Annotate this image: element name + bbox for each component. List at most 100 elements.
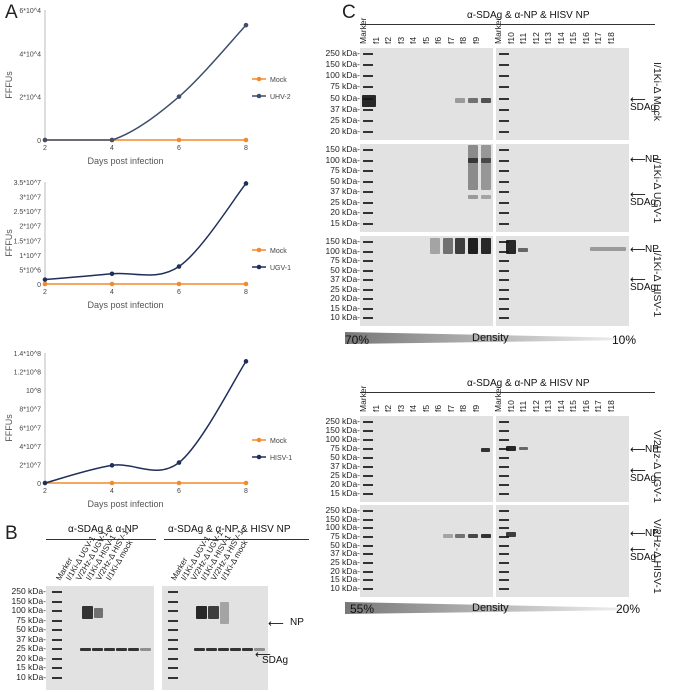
marker-band [499,53,509,55]
np-band [481,238,491,254]
legend-label: Mock [270,438,287,445]
sdag-arrow: ⟵ [630,544,646,556]
kda-label: 20 kDa- [330,126,360,136]
marker-band [499,108,509,111]
kda-label: 75 kDa- [330,165,360,176]
panel-c-header-bottom: α-SDAg & α-NP & HISV NP [467,378,590,389]
lane-label: f15 [568,400,578,412]
sdag-band [242,648,253,651]
marker-band [363,562,373,564]
np-band [94,608,103,618]
kda-label: 20 kDa- [330,293,360,303]
series-line [44,360,247,484]
marker-band [363,588,373,590]
kda-label: 75 kDa- [16,614,46,625]
lane-label: f6 [433,404,443,412]
marker-band [499,212,509,215]
growth-chart-hisv1: 0 2*10^7 4*10^7 6*10^7 8*10^7 10^8 1.2*10^8 1.4… [4,351,292,509]
kda-label: 37 kDa- [330,186,360,197]
marker-band [363,288,373,291]
legend-marker [256,264,262,270]
marker-band [499,307,509,310]
marker-band [499,279,509,281]
data-point [176,460,182,465]
lane-label: f14 [555,32,566,44]
series-line [44,182,247,281]
kda-label: 50 kDa- [330,175,360,186]
marker-band [363,191,373,194]
lane-label: f10 [505,32,516,44]
marker-band [168,619,178,622]
sdag-label: SDAg [630,473,657,484]
y-axis-label: FFFUs [4,229,14,257]
y-tick-label: 10^8 [26,388,41,395]
legend-label: Mock [270,248,287,255]
marker-band [363,241,373,243]
np-band [455,534,465,538]
marker-band [499,86,509,89]
data-point [176,94,182,99]
marker-band [168,657,178,660]
lane-label: f12 [530,32,541,44]
y-tick-label: 4*10^7 [19,444,41,451]
np-band [468,238,478,254]
sdag-band [116,648,127,651]
marker-band [52,629,62,632]
kda-label: 75 kDa- [330,443,360,453]
data-point [243,480,249,486]
marker-band [363,298,373,300]
marker-band [52,619,62,622]
sdag-label: SDAg [630,282,657,293]
lane-label: f7 [445,404,456,412]
data-point [109,137,115,143]
kda-label: 250 kDa- [325,505,361,515]
np-label: NP [645,244,659,255]
blot-b-right [162,586,268,690]
kda-label: 150 kDa- [325,513,361,524]
panel-b-np-arrow: ⟵ [268,618,284,630]
y-tick-label: 0 [37,138,41,145]
panel-b-np-label: NP [290,617,304,628]
marker-band [363,223,373,225]
panel-b-header-right: α-SDAg & α-NP & HISV NP [168,524,291,535]
np-arrow: ⟵ [630,444,646,456]
legend-marker [256,247,262,253]
np-band [443,534,453,538]
marker-band [363,448,373,450]
lane-label: f4 [408,404,418,412]
marker-band [363,279,373,281]
marker-band [363,149,373,151]
sdag-band [455,98,465,103]
sdag-band [218,648,229,651]
marker-band [499,250,509,253]
marker-band [168,610,178,613]
data-point [109,281,115,287]
panel-c-header-line-bottom [360,392,655,393]
lane-label: f10 [505,400,516,412]
sdag-band [468,195,478,199]
sdag-band [140,648,151,651]
lane-label: f14 [555,400,566,412]
x-axis-label: Days post infection [87,499,163,509]
marker-band [499,493,509,495]
marker-band [499,64,509,67]
growth-chart-ugv1: 0 5*10^6 1*10^7 1.5*10^7 2*10^7 2.5*10^7 3*10^… [4,180,291,310]
kda-label: 100 kDa- [325,245,361,256]
marker-band [499,288,509,291]
x-tick-label: 2 [43,145,47,152]
kda-label: 150 kDa- [325,144,361,154]
np-band [506,532,516,537]
np-smear [481,145,491,190]
y-tick-label: 8*10^7 [19,407,41,414]
panel-letter-c: C [342,2,356,23]
y-tick-label: 0 [37,282,41,289]
y-tick-label: 2.5*10^7 [14,209,42,216]
lane-label: Marker [358,17,368,44]
kda-label: 25 kDa- [330,557,360,567]
lane-label: f17 [593,400,603,412]
kda-label: 25 kDa- [330,196,360,207]
sdag-arrow: ⟵ [630,274,646,286]
np-smear [468,145,478,190]
x-tick-label: 6 [177,145,181,152]
x-tick-label: 4 [110,145,114,152]
